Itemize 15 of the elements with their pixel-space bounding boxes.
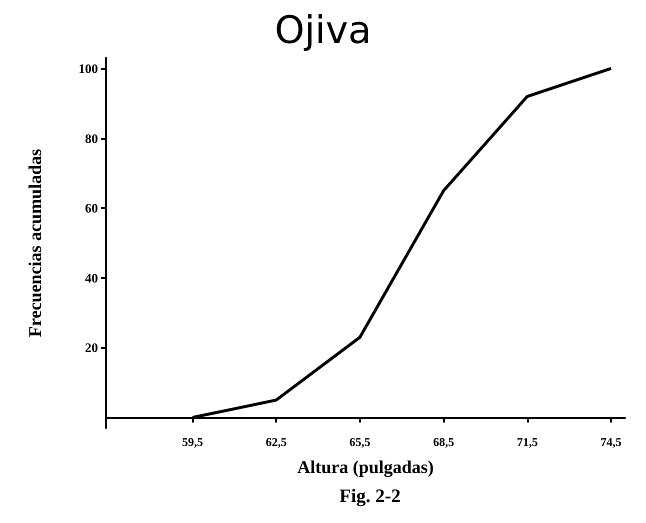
y-tick-label: 40: [85, 270, 98, 286]
x-tick-label: 62,5: [266, 435, 287, 449]
x-axis-title: Altura (pulgadas): [297, 457, 434, 477]
x-tick-label: 71,5: [516, 435, 538, 449]
x-tick-label: 59,5: [182, 435, 203, 449]
y-tick-label: 100: [78, 60, 98, 76]
y-tick-label: 80: [85, 130, 98, 146]
x-tick-label: 74,5: [600, 435, 622, 449]
caption: Fig. 2-2: [339, 486, 401, 507]
x-tick-label: 65,5: [349, 435, 370, 449]
chart-title: Ojiva: [274, 8, 372, 52]
x-tick-label: 68,5: [433, 435, 454, 449]
y-axis-title: Frecuencias acumuladas: [25, 148, 45, 338]
y-tick-label: 60: [85, 200, 98, 216]
y-tick-label: 20: [85, 340, 98, 356]
